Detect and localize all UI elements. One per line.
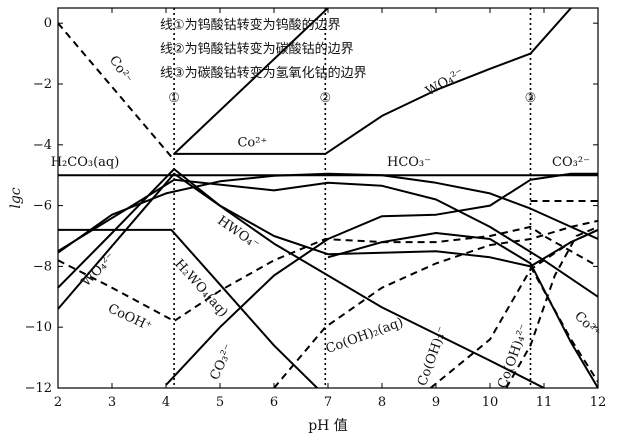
y-tick-label: −4 xyxy=(33,138,52,153)
curve-label: ③ xyxy=(525,91,537,106)
x-tick-label: 8 xyxy=(378,395,386,410)
curve-label: CO₃²⁻ xyxy=(552,155,590,170)
x-tick-label: 4 xyxy=(162,395,170,410)
y-tick-label: −6 xyxy=(33,199,52,214)
series-line xyxy=(58,22,175,161)
legend-line-1: 线①为钨酸钴转变为钨酸的边界 xyxy=(160,18,341,33)
series-line xyxy=(58,172,598,254)
series-line xyxy=(174,8,572,155)
legend: 线①为钨酸钴转变为钨酸的边界 线②为钨酸钴转变为碳酸钴的边界 线③为碳酸钴转变为… xyxy=(160,14,367,86)
curve-label: CO₃²⁻ xyxy=(207,342,237,383)
y-tick-label: −10 xyxy=(25,320,52,335)
series-line xyxy=(58,228,318,388)
curve-label: Co²⁺ xyxy=(237,135,267,150)
legend-line-3: 线③为碳酸钴转变为氢氧化钴的边界 xyxy=(160,66,367,81)
series-line xyxy=(173,8,329,155)
x-axis-label: pH 值 xyxy=(308,418,348,434)
series-line xyxy=(529,265,598,383)
curve-label: H₂WO₄(aq) xyxy=(171,257,230,321)
series-line xyxy=(58,168,598,289)
curve-label: ② xyxy=(319,91,331,106)
curve-label: HCO₃⁻ xyxy=(387,155,431,170)
y-tick-label: −2 xyxy=(33,77,52,92)
curve-label: WO₄²⁻ xyxy=(423,66,466,100)
x-tick-label: 6 xyxy=(270,395,278,410)
x-tick-label: 7 xyxy=(324,395,332,410)
series-line xyxy=(429,228,598,388)
series-line xyxy=(58,172,545,388)
x-tick-label: 5 xyxy=(216,395,224,410)
curve-label: Co²⁻ xyxy=(106,53,135,86)
y-tick-label: −12 xyxy=(25,381,52,396)
curve-label: Co(OH)₂(aq) xyxy=(324,315,406,357)
series-line xyxy=(273,219,598,388)
series-line xyxy=(165,172,598,386)
x-tick-label: 9 xyxy=(432,395,440,410)
y-tick-label: −8 xyxy=(33,259,52,274)
x-tick-label: 2 xyxy=(54,395,62,410)
curve-label: Co(OH)₃⁻ xyxy=(415,325,450,388)
x-tick-label: 10 xyxy=(482,395,499,410)
legend-line-2: 线②为钨酸钴转变为碳酸钴的边界 xyxy=(160,42,354,57)
x-tick-label: 11 xyxy=(536,395,553,410)
y-tick-label: 0 xyxy=(44,16,52,31)
y-axis-label: lgc xyxy=(8,187,24,208)
x-tick-label: 12 xyxy=(590,395,607,410)
curve-label: ① xyxy=(168,91,180,106)
curve-label: H₂CO₃(aq) xyxy=(51,155,120,170)
series-line xyxy=(327,232,598,388)
series-line xyxy=(505,225,598,388)
curve-label: WO₄²⁻ xyxy=(79,250,119,290)
x-tick-label: 3 xyxy=(108,395,116,410)
